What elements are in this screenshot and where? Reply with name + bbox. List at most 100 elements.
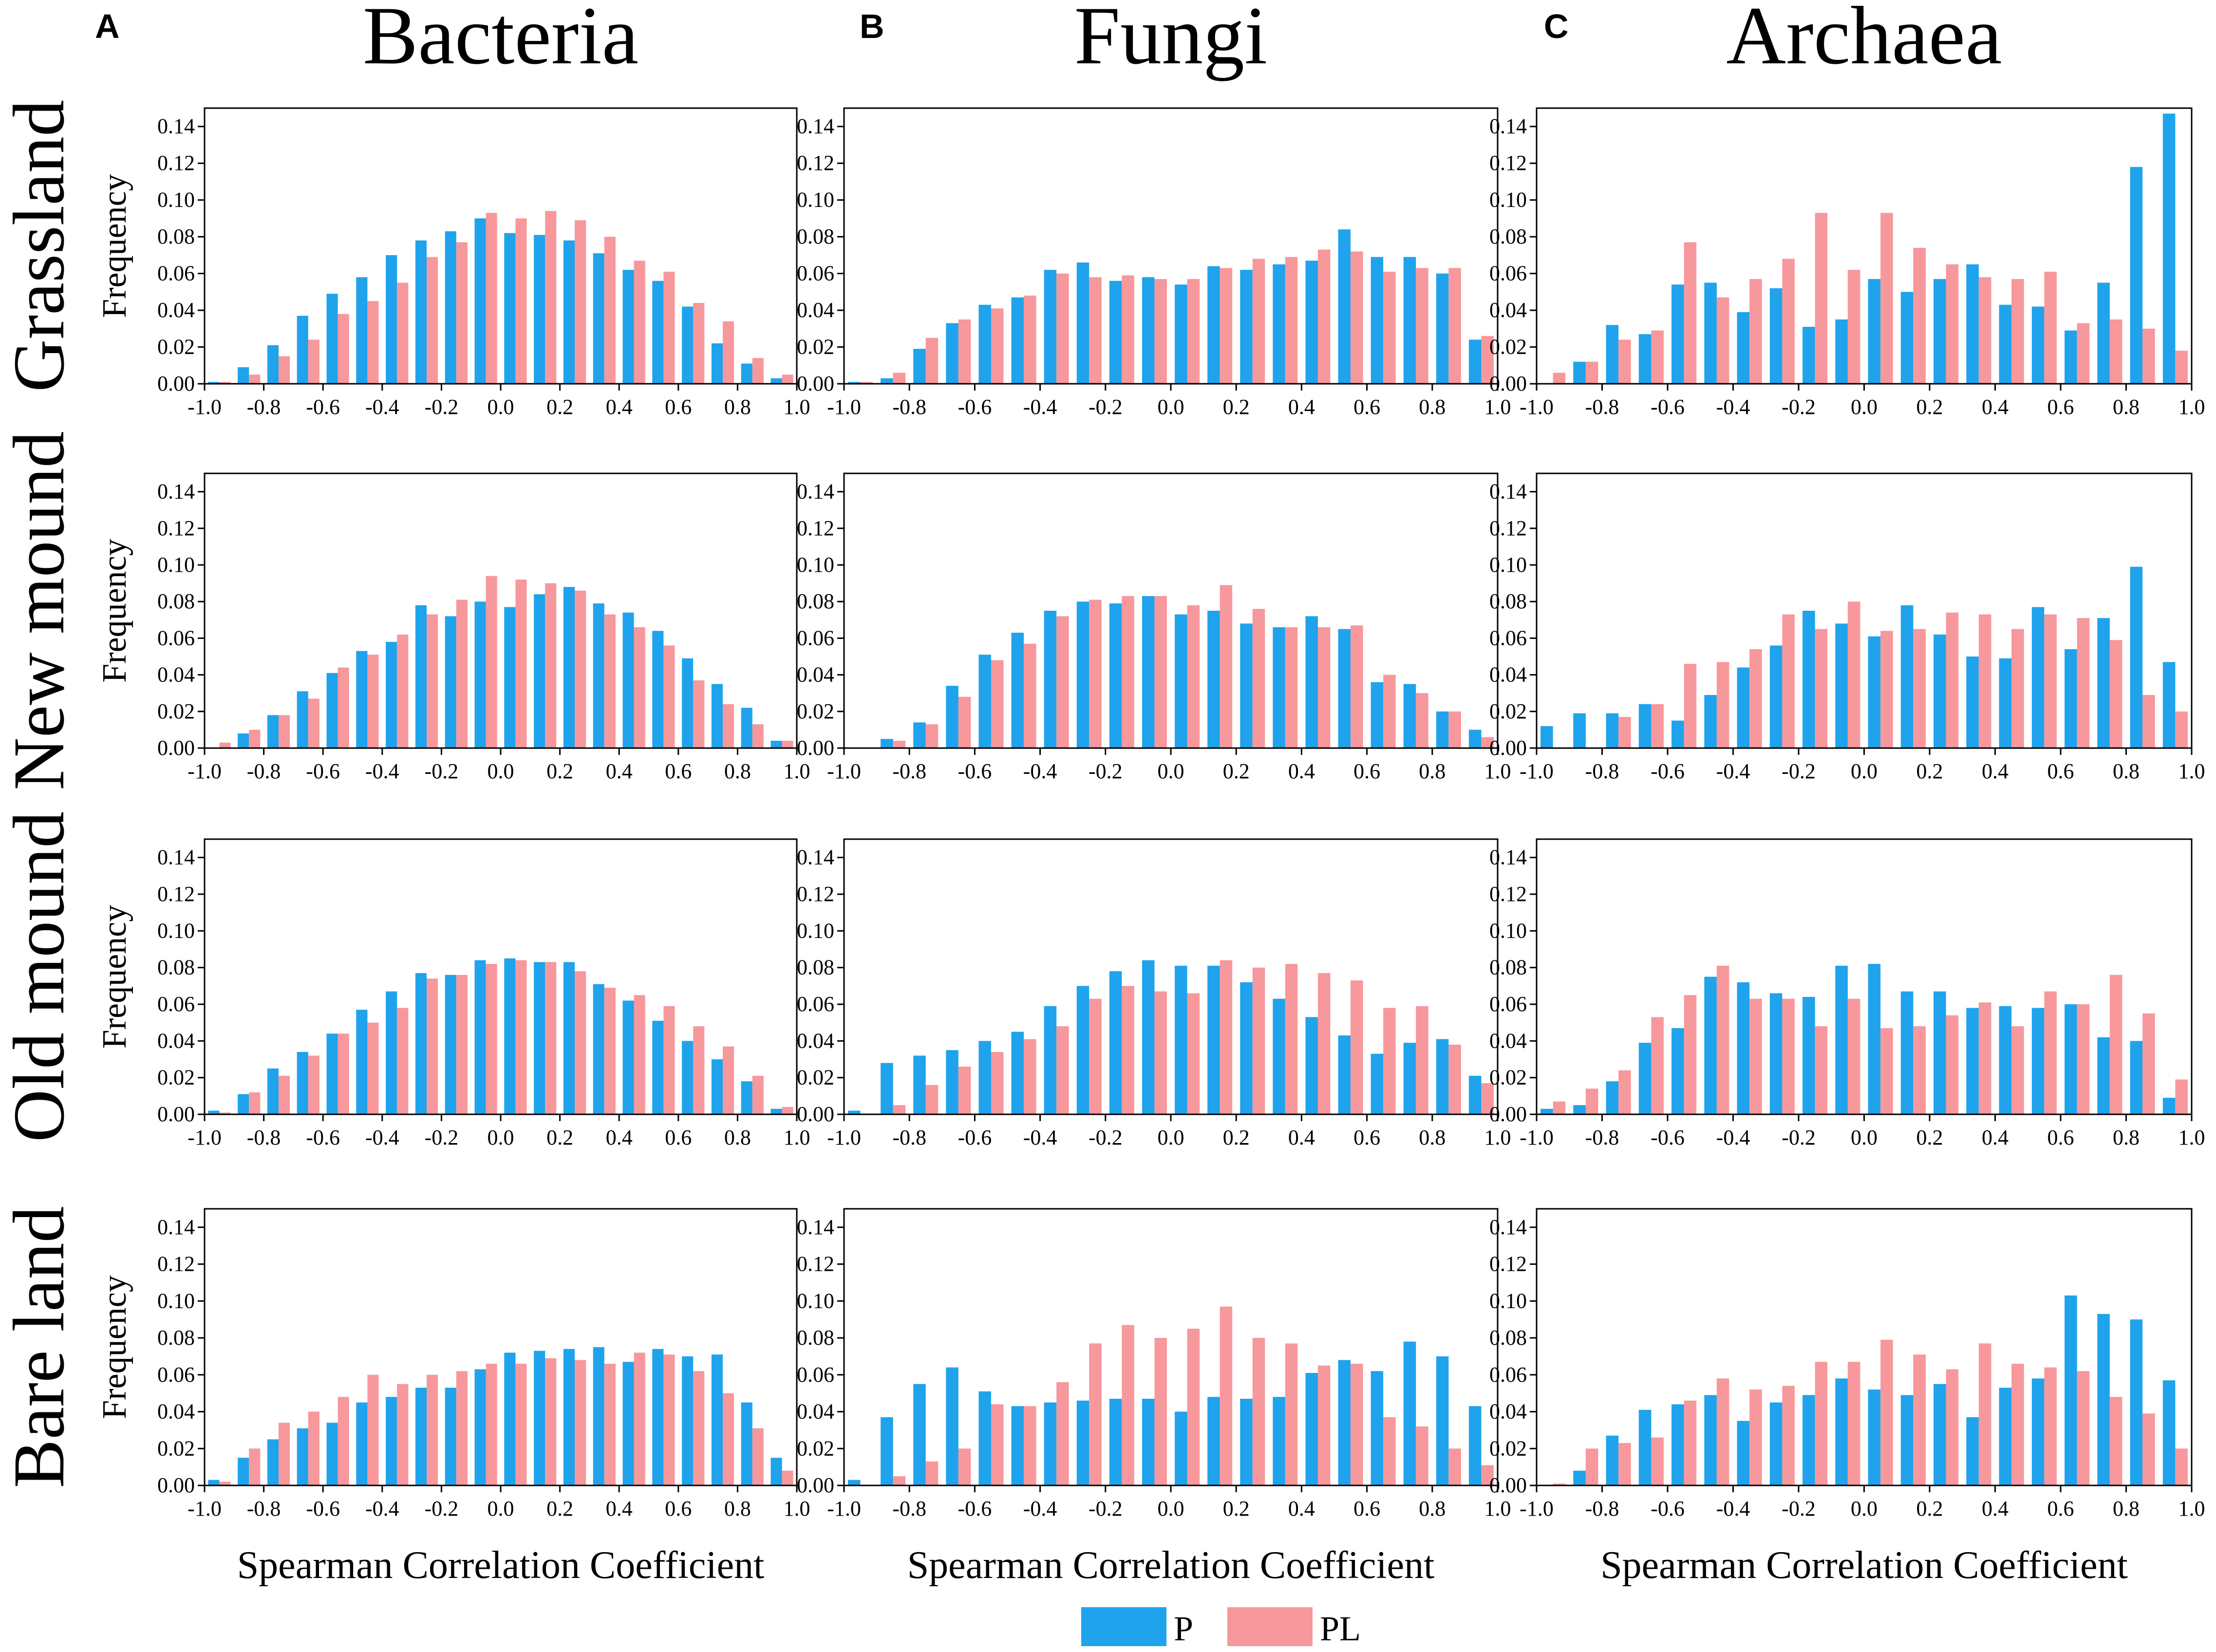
bar-grassland-archaea-p-15 (2031, 306, 2045, 384)
bar-bare-land-fungi-pl-17 (1416, 1426, 1428, 1485)
bar-grassland-fungi-p-8 (1109, 281, 1122, 384)
x-tick-label-old-mound-bacteria-4: -0.2 (425, 1126, 459, 1149)
bar-grassland-fungi-pl-5 (1024, 295, 1036, 384)
x-tick-label-bare-land-fungi-2: -0.6 (958, 1497, 992, 1521)
bar-new-mound-fungi-p-3 (946, 686, 958, 748)
bar-bare-land-fungi-pl-9 (1154, 1338, 1167, 1485)
bar-grassland-bacteria-p-9 (474, 218, 486, 384)
x-tick-label-new-mound-fungi-9: 0.8 (1419, 759, 1446, 783)
x-tick-label-bare-land-fungi-7: 0.4 (1288, 1497, 1315, 1521)
bar-old-mound-bacteria-pl-15 (663, 1006, 675, 1114)
y-tick-label-grassland-archaea-3: 0.06 (1489, 262, 1527, 285)
bar-new-mound-archaea-pl-12 (1946, 612, 1959, 748)
bar-old-mound-archaea-p-11 (1900, 991, 1914, 1114)
y-tick-label-bare-land-archaea-4: 0.08 (1489, 1326, 1527, 1350)
bar-grassland-bacteria-p-3 (297, 316, 308, 384)
bar-new-mound-fungi-p-7 (1076, 601, 1089, 748)
bar-bare-land-bacteria-pl-2 (279, 1423, 290, 1485)
bar-old-mound-archaea-pl-1 (1585, 1089, 1598, 1114)
bar-new-mound-bacteria-pl-8 (456, 600, 468, 748)
x-tick-label-grassland-archaea-8: 0.6 (2047, 395, 2074, 419)
y-tick-label-old-mound-fungi-4: 0.08 (797, 956, 834, 979)
bar-new-mound-bacteria-pl-5 (367, 655, 379, 748)
bar-bare-land-fungi-p-18 (1436, 1356, 1449, 1485)
y-tick-label-grassland-fungi-2: 0.04 (797, 298, 834, 322)
bar-old-mound-bacteria-p-7 (415, 973, 427, 1114)
bar-old-mound-bacteria-pl-17 (723, 1046, 734, 1114)
y-axis-label-old-mound-bacteria: Frequency (96, 905, 133, 1049)
x-tick-label-grassland-bacteria-3: -0.4 (365, 395, 399, 419)
x-tick-label-new-mound-archaea-2: -0.6 (1651, 759, 1685, 783)
x-axis-label-fungi: Spearman Correlation Coefficient (907, 1544, 1435, 1587)
bar-grassland-bacteria-pl-4 (338, 314, 349, 384)
x-tick-label-old-mound-bacteria-9: 0.8 (724, 1126, 751, 1149)
bar-new-mound-fungi-p-13 (1273, 627, 1285, 748)
bar-new-mound-fungi-p-1 (881, 739, 893, 748)
y-tick-label-grassland-archaea-5: 0.10 (1489, 188, 1527, 212)
bar-new-mound-fungi-p-17 (1403, 684, 1416, 748)
bar-new-mound-bacteria-p-9 (474, 601, 486, 748)
panel-bare-land-archaea: 0.00 0.02 0.04 0.06 0.08 0.10 0.12 0.14 -1.0 -0.8… (1489, 1208, 2205, 1521)
bar-bare-land-archaea-pl-11 (1913, 1354, 1926, 1485)
bar-old-mound-fungi-p-18 (1436, 1039, 1449, 1114)
bar-grassland-fungi-pl-19 (1481, 336, 1494, 384)
y-tick-label-new-mound-fungi-6: 0.12 (797, 516, 834, 540)
y-tick-label-grassland-bacteria-7: 0.14 (157, 114, 195, 138)
bar-new-mound-bacteria-p-13 (593, 603, 604, 748)
bar-old-mound-bacteria-pl-11 (545, 962, 557, 1114)
x-tick-label-old-mound-fungi-2: -0.6 (958, 1126, 992, 1149)
bar-new-mound-fungi-pl-6 (1056, 616, 1069, 748)
bar-old-mound-fungi-pl-1 (893, 1105, 906, 1114)
bar-old-mound-archaea-pl-2 (1618, 1070, 1631, 1114)
x-tick-label-new-mound-fungi-5: 0.0 (1158, 759, 1184, 783)
bar-old-mound-archaea-p-8 (1803, 996, 1815, 1114)
y-tick-label-old-mound-bacteria-5: 0.10 (157, 919, 195, 942)
bar-grassland-bacteria-p-19 (770, 378, 782, 384)
bar-new-mound-archaea-p-5 (1704, 695, 1717, 748)
bar-new-mound-archaea-pl-19 (2175, 711, 2188, 748)
x-tick-label-bare-land-bacteria-6: 0.2 (546, 1497, 573, 1521)
plot-frame-bare-land-bacteria (204, 1208, 798, 1486)
x-tick-label-grassland-fungi-9: 0.8 (1419, 395, 1446, 419)
bar-grassland-bacteria-p-1 (238, 367, 249, 384)
x-tick-label-old-mound-archaea-0: -1.0 (1520, 1126, 1554, 1149)
y-axis-label-new-mound-bacteria: Frequency (96, 539, 133, 682)
y-tick-label-grassland-fungi-7: 0.14 (797, 114, 834, 138)
bar-new-mound-bacteria-pl-18 (752, 724, 764, 748)
x-tick-label-bare-land-archaea-1: -0.8 (1585, 1497, 1619, 1521)
bar-grassland-bacteria-pl-10 (515, 218, 527, 384)
x-tick-label-bare-land-archaea-2: -0.6 (1651, 1497, 1685, 1521)
bar-bare-land-fungi-pl-4 (991, 1404, 1004, 1485)
x-tick-label-grassland-archaea-5: 0.0 (1851, 395, 1878, 419)
bar-grassland-archaea-pl-0 (1553, 373, 1566, 384)
bar-old-mound-fungi-p-10 (1175, 965, 1187, 1114)
bar-new-mound-archaea-pl-18 (2142, 695, 2155, 748)
bar-new-mound-bacteria-pl-0 (219, 742, 231, 748)
bar-grassland-fungi-pl-11 (1220, 268, 1233, 384)
bar-new-mound-bacteria-p-1 (238, 733, 249, 748)
bar-new-mound-fungi-pl-12 (1252, 609, 1265, 748)
x-tick-label-new-mound-bacteria-2: -0.6 (306, 759, 340, 783)
bar-grassland-archaea-p-6 (1737, 312, 1750, 384)
bar-old-mound-bacteria-pl-18 (752, 1075, 764, 1114)
bar-bare-land-fungi-pl-2 (925, 1461, 939, 1485)
bar-grassland-fungi-p-19 (1468, 339, 1482, 384)
x-tick-label-new-mound-archaea-9: 0.8 (2113, 759, 2140, 783)
y-tick-label-grassland-archaea-1: 0.02 (1489, 335, 1527, 359)
x-tick-label-new-mound-bacteria-4: -0.2 (425, 759, 459, 783)
y-tick-label-grassland-bacteria-2: 0.04 (157, 298, 195, 322)
x-axis-label-bacteria: Spearman Correlation Coefficient (237, 1544, 765, 1587)
y-axis-label-grassland-bacteria: Frequency (96, 174, 133, 318)
x-tick-label-new-mound-bacteria-5: 0.0 (488, 759, 514, 783)
bar-new-mound-bacteria-pl-14 (634, 627, 645, 748)
panel-letter-b: B (860, 7, 884, 45)
bar-grassland-bacteria-p-18 (741, 363, 752, 384)
bar-new-mound-archaea-p-13 (1966, 657, 1979, 748)
bar-grassland-archaea-pl-10 (1880, 213, 1893, 384)
x-tick-label-old-mound-archaea-7: 0.4 (1982, 1126, 2009, 1149)
bar-grassland-bacteria-p-10 (504, 233, 516, 384)
bar-bare-land-archaea-pl-10 (1880, 1339, 1893, 1485)
bar-new-mound-fungi-pl-13 (1285, 627, 1298, 748)
bar-bare-land-bacteria-p-15 (652, 1349, 664, 1485)
bar-old-mound-fungi-p-11 (1207, 965, 1220, 1114)
